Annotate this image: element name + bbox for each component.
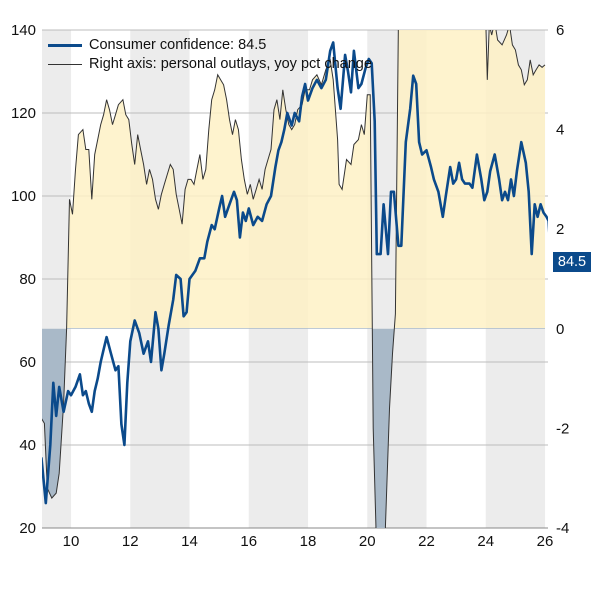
last-value-label: 84.5: [553, 252, 591, 272]
x-tick-label: 26: [537, 533, 554, 550]
left-tick-label: 100: [11, 188, 36, 205]
x-tick-label: 10: [63, 533, 80, 550]
outlays-positive-area: [66, 30, 545, 328]
x-tick-label: 18: [300, 533, 317, 550]
x-tick-label: 14: [181, 533, 198, 550]
legend-label-confidence: Consumer confidence: 84.5: [89, 37, 267, 53]
x-tick-label: 12: [122, 533, 139, 550]
right-tick-label: 6: [556, 22, 564, 39]
left-tick-label: 140: [11, 22, 36, 39]
right-tick-label: 0: [556, 321, 564, 338]
left-tick-label: 20: [19, 520, 36, 537]
right-tick-label: 2: [556, 221, 564, 238]
right-tick-label: 4: [556, 122, 564, 139]
legend-label-outlays: Right axis: personal outlays, yoy pct ch…: [89, 56, 372, 72]
confidence-line: [42, 41, 548, 505]
x-tick-label: 24: [477, 533, 494, 550]
legend-swatch-outlays: [48, 64, 82, 65]
legend-entry-confidence: Consumer confidence: 84.5: [48, 36, 372, 55]
left-tick-label: 120: [11, 105, 36, 122]
outlays-line: [42, 30, 546, 528]
legend-entry-outlays: Right axis: personal outlays, yoy pct ch…: [48, 55, 372, 74]
x-tick-label: 20: [359, 533, 376, 550]
left-tick-label: 60: [19, 354, 36, 371]
left-tick-label: 80: [19, 271, 36, 288]
legend: Consumer confidence: 84.5 Right axis: pe…: [48, 36, 372, 74]
right-tick-label: -4: [556, 520, 569, 537]
x-tick-label: 16: [240, 533, 257, 550]
left-tick-label: 40: [19, 437, 36, 454]
legend-swatch-confidence: [48, 44, 82, 47]
x-tick-label: 22: [418, 533, 435, 550]
right-tick-label: -2: [556, 420, 569, 437]
